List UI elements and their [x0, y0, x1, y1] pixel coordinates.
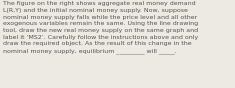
Text: The figure on the right shows aggregate real money demand
L(R,Y) and the initial: The figure on the right shows aggregate … [3, 1, 198, 54]
